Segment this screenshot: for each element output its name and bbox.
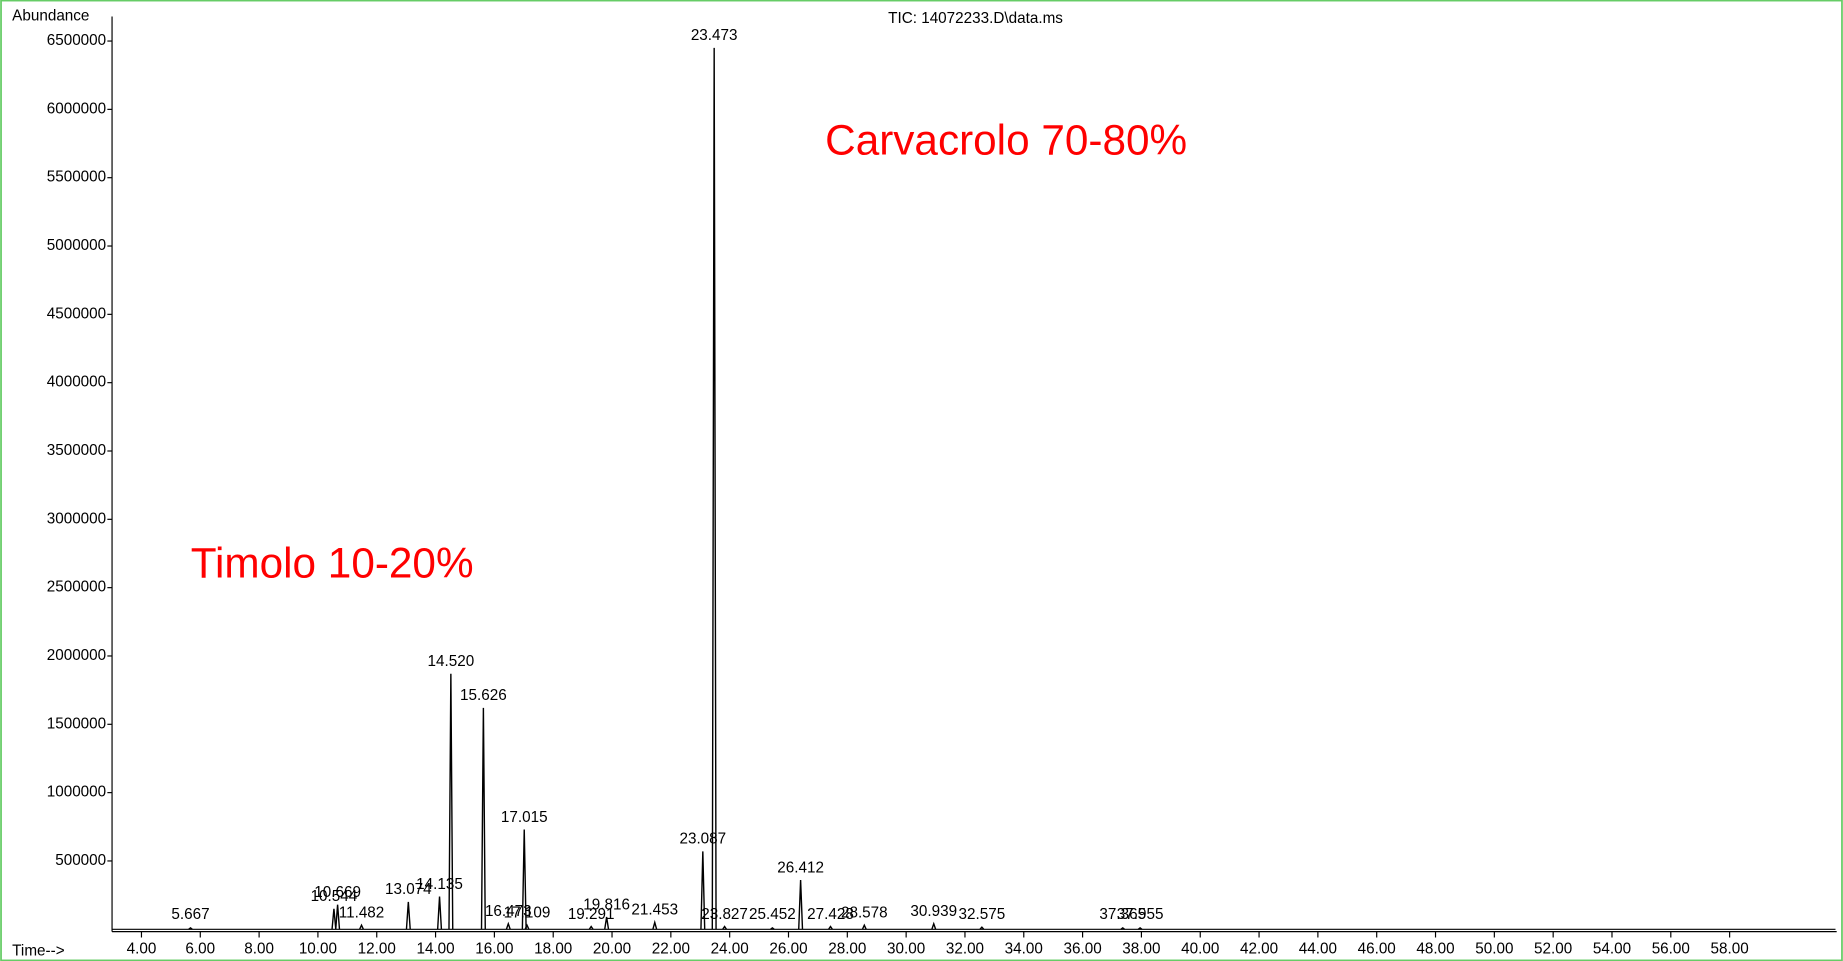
x-tick-label: 8.00: [244, 940, 274, 957]
peak-label: 14.520: [428, 653, 475, 670]
x-tick-label: 40.00: [1181, 940, 1219, 957]
x-tick-label: 22.00: [652, 940, 690, 957]
x-tick-label: 38.00: [1122, 940, 1160, 957]
x-tick-label: 6.00: [185, 940, 215, 957]
peak-label: 30.939: [910, 903, 957, 920]
x-tick-label: 48.00: [1416, 940, 1454, 957]
y-tick-label: 2000000: [47, 647, 106, 664]
peak-label: 21.453: [631, 902, 678, 919]
peak: [521, 829, 527, 930]
x-tick-label: 26.00: [769, 940, 807, 957]
x-tick-label: 56.00: [1652, 940, 1690, 957]
x-tick-label: 4.00: [127, 940, 157, 957]
peak-label: 28.578: [841, 904, 888, 921]
peak: [828, 925, 833, 930]
peak: [436, 896, 443, 930]
peak: [588, 925, 594, 930]
chart-title: TIC: 14072233.D\data.ms: [888, 10, 1063, 27]
peak-label: 23.473: [691, 27, 738, 44]
x-tick-label: 10.00: [299, 940, 337, 957]
y-tick-label: 6000000: [47, 100, 106, 117]
peak-label: 13.074: [385, 881, 432, 898]
y-tick-label: 5500000: [47, 169, 106, 186]
x-tick-label: 58.00: [1711, 940, 1749, 957]
peak: [480, 707, 486, 930]
y-tick-label: 2500000: [47, 579, 106, 596]
peak-label: 37.365: [1099, 906, 1146, 923]
peak-label: 23.827: [701, 906, 748, 923]
x-tick-label: 54.00: [1593, 940, 1631, 957]
peak-label: 14.135: [416, 876, 463, 893]
peak-label: 19.291: [568, 906, 615, 923]
peak: [358, 923, 365, 930]
peak: [405, 901, 411, 930]
peak: [1137, 927, 1143, 930]
peak-label: 25.452: [749, 906, 796, 923]
y-tick-label: 4000000: [47, 374, 106, 391]
peak: [722, 925, 728, 930]
peak: [335, 904, 341, 930]
peak-label: 37.955: [1117, 906, 1164, 923]
peak: [798, 880, 804, 930]
y-tick-label: 3500000: [47, 442, 106, 459]
peak-label: 16.473: [485, 903, 532, 920]
x-tick-label: 46.00: [1358, 940, 1396, 957]
peak: [711, 47, 717, 930]
x-tick-label: 18.00: [534, 940, 572, 957]
peak-label: 11.482: [339, 904, 385, 921]
annotation: Timolo 10-20%: [191, 539, 474, 586]
x-tick-label: 20.00: [593, 940, 631, 957]
x-tick-label: 50.00: [1475, 940, 1513, 957]
y-tick-label: 5000000: [47, 237, 106, 254]
peak: [652, 919, 658, 930]
y-tick-label: 500000: [55, 852, 106, 869]
x-tick-label: 14.00: [416, 940, 454, 957]
x-tick-label: 16.00: [475, 940, 513, 957]
x-tick-label: 44.00: [1299, 940, 1337, 957]
x-tick-label: 34.00: [1005, 940, 1043, 957]
y-tick-label: 1500000: [47, 715, 106, 732]
peak: [524, 923, 530, 930]
peak-label: 17.015: [501, 809, 548, 826]
peak-label: 32.575: [959, 906, 1006, 923]
x-tick-label: 52.00: [1534, 940, 1572, 957]
annotation: Carvacrolo 70-80%: [825, 116, 1187, 163]
x-tick-label: 28.00: [828, 940, 866, 957]
peak: [931, 921, 937, 930]
y-tick-label: 3000000: [47, 510, 106, 527]
peak-label: 10.669: [314, 884, 361, 901]
peak-label: 26.412: [777, 859, 824, 876]
peak-label: 5.667: [171, 906, 209, 923]
x-tick-label: 32.00: [946, 940, 984, 957]
peak: [505, 921, 511, 930]
peak-label: 15.626: [460, 687, 507, 704]
peak-label: 10.544: [311, 888, 358, 905]
peak-label: 23.087: [679, 831, 726, 848]
x-tick-label: 42.00: [1240, 940, 1278, 957]
x-tick-label: 30.00: [887, 940, 925, 957]
y-tick-label: 1000000: [47, 784, 106, 801]
peak: [861, 923, 867, 930]
x-axis-label: Time-->: [12, 943, 65, 960]
y-tick-label: 4500000: [47, 305, 106, 322]
peak: [979, 926, 985, 930]
peak-label: 27.428: [807, 906, 854, 923]
peak: [700, 851, 706, 930]
x-tick-label: 24.00: [711, 940, 749, 957]
peak: [770, 927, 775, 930]
x-tick-label: 12.00: [358, 940, 396, 957]
peak: [1120, 927, 1126, 930]
peak-label: 19.816: [583, 896, 630, 913]
x-tick-label: 36.00: [1063, 940, 1101, 957]
y-tick-label: 6500000: [47, 32, 106, 49]
peak: [188, 927, 193, 930]
peak: [604, 916, 610, 930]
peak-label: 17.109: [504, 904, 551, 921]
y-axis-label: Abundance: [12, 7, 89, 24]
peak: [448, 673, 454, 930]
peak: [331, 908, 337, 930]
